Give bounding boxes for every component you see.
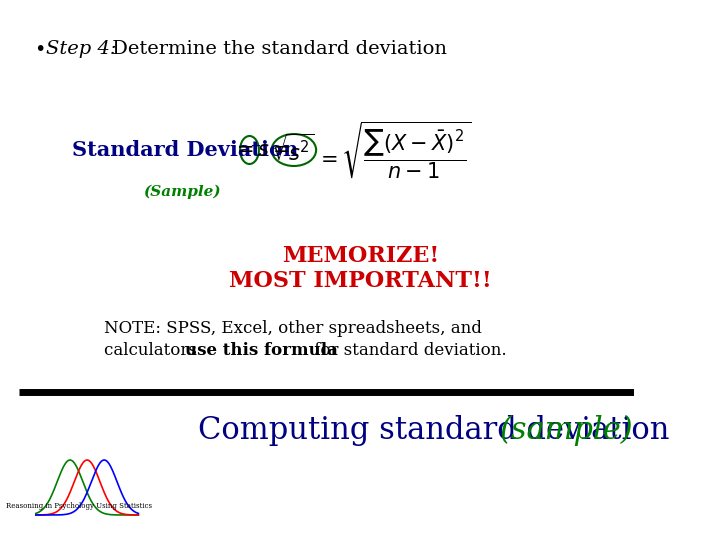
Text: Computing standard deviation: Computing standard deviation (198, 415, 680, 446)
Text: $\sqrt{s^2}$: $\sqrt{s^2}$ (271, 134, 314, 166)
Text: Reasoning in Psychology Using Statistics: Reasoning in Psychology Using Statistics (6, 502, 152, 510)
Text: calculators: calculators (104, 342, 202, 359)
Text: MOST IMPORTANT!!: MOST IMPORTANT!! (229, 270, 492, 292)
Text: $= s =$: $= s =$ (233, 140, 290, 159)
Text: •: • (34, 40, 45, 59)
Text: Standard Deviation: Standard Deviation (72, 140, 298, 160)
Text: MEMORIZE!: MEMORIZE! (282, 245, 439, 267)
Text: for standard deviation.: for standard deviation. (310, 342, 507, 359)
Text: use this formula: use this formula (185, 342, 338, 359)
Text: Step 4:: Step 4: (46, 40, 117, 58)
Text: (Sample): (Sample) (143, 185, 220, 199)
Text: $= \sqrt{\dfrac{\sum\left(X-\bar{X}\right)^2}{n-1}}$: $= \sqrt{\dfrac{\sum\left(X-\bar{X}\righ… (316, 119, 472, 181)
Text: Determine the standard deviation: Determine the standard deviation (106, 40, 447, 58)
Text: NOTE: SPSS, Excel, other spreadsheets, and: NOTE: SPSS, Excel, other spreadsheets, a… (104, 320, 482, 337)
Text: (sample): (sample) (500, 414, 634, 446)
